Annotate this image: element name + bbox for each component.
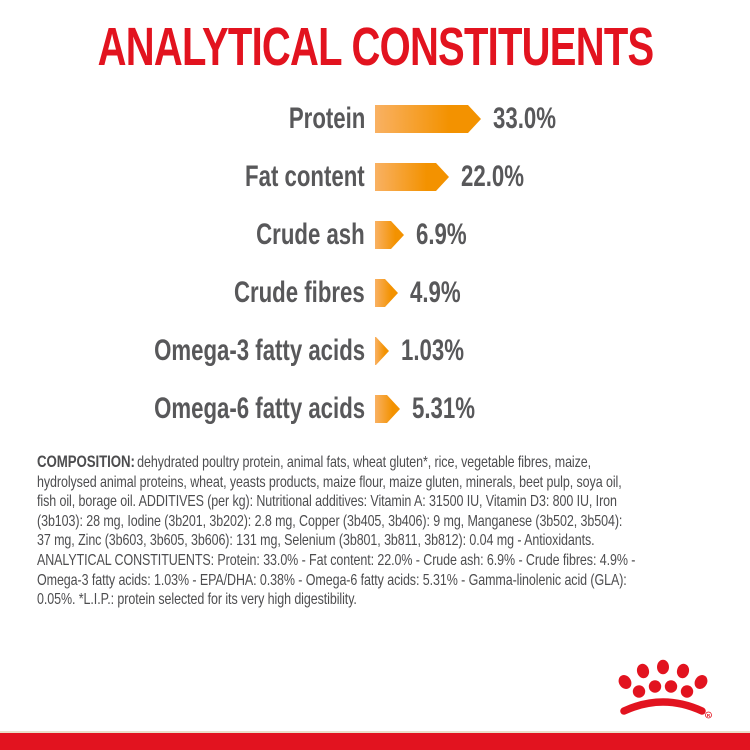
composition-line: Omega-3 fatty acids: 1.03% - EPA/DHA: 0.… (37, 571, 627, 589)
value-bar (375, 221, 404, 249)
bar-label: Omega-6 fatty acids (0, 392, 365, 426)
bar-label-text: Protein (288, 102, 365, 135)
chart-row: Protein 33.0% (0, 90, 750, 148)
crown-pearls (618, 659, 708, 698)
composition-line-text: dehydrated poultry protein, animal fats,… (137, 454, 592, 471)
bar-label: Protein (0, 102, 365, 136)
page-title: ANALYTICAL CONSTITUENTS (0, 0, 750, 77)
bar-label-text: Omega-3 fatty acids (154, 334, 365, 367)
composition-line: fish oil, borage oil. ADDITIVES (per kg)… (37, 493, 617, 511)
bar-label-text: Crude fibres (234, 276, 365, 309)
chart-row: Omega-3 fatty acids 1.03% (0, 322, 750, 380)
bar-label: Crude fibres (0, 276, 365, 310)
composition-line: hydrolysed animal proteins, wheat, yeast… (37, 473, 622, 491)
composition-text-block: COMPOSITION: dehydrated poultry protein, … (37, 452, 727, 610)
bar-value: 6.9% (416, 218, 467, 251)
chart-row: Crude fibres 4.9% (0, 264, 750, 322)
analytical-constituents-bar-chart: Protein 33.0% Fat content 22.0% Crude ash 6.9… (0, 90, 750, 438)
value-bar (375, 395, 400, 423)
bar-label-text: Fat content (245, 160, 365, 193)
bar-value: 4.9% (410, 276, 461, 309)
footer-red-stripe (0, 731, 750, 750)
composition-line: 37 mg, Zinc (3b603, 3b605, 3b606): 131 m… (37, 532, 595, 550)
value-bar (375, 279, 398, 307)
chart-row: Fat content 22.0% (0, 148, 750, 206)
composition-heading: COMPOSITION: (37, 452, 135, 471)
bar-value: 5.31% (412, 392, 475, 425)
chart-row: Omega-6 fatty acids 5.31% (0, 380, 750, 438)
value-bar (375, 105, 481, 133)
bar-label-text: Omega-6 fatty acids (154, 392, 365, 425)
composition-line: COMPOSITION: dehydrated poultry protein, … (37, 452, 727, 473)
bar-value: 33.0% (493, 102, 556, 135)
bar-label: Fat content (0, 160, 365, 194)
bar-value: 1.03% (401, 334, 464, 367)
registered-trademark-icon: R (705, 711, 712, 719)
value-bar (375, 337, 389, 365)
composition-line: ANALYTICAL CONSTITUENTS: Protein: 33.0% … (37, 551, 636, 569)
bar-label: Omega-3 fatty acids (0, 334, 365, 368)
registered-mark-letter: R (707, 713, 711, 719)
bar-label-text: Crude ash (256, 218, 365, 251)
bar-value: 22.0% (461, 160, 524, 193)
page-title-text: ANALYTICAL CONSTITUENTS (97, 17, 655, 77)
bar-label: Crude ash (0, 218, 365, 252)
composition-line: (3b103): 28 mg, Iodine (3b201, 3b202): 2… (37, 512, 623, 530)
value-bar (375, 163, 449, 191)
composition-line: 0.05%. *L.I.P.: protein selected for its… (37, 591, 357, 609)
chart-row: Crude ash 6.9% (0, 206, 750, 264)
crown-arc (620, 698, 706, 715)
composition-lines: hydrolysed animal proteins, wheat, yeast… (37, 473, 727, 610)
royal-canin-crown-logo: R (618, 659, 712, 719)
